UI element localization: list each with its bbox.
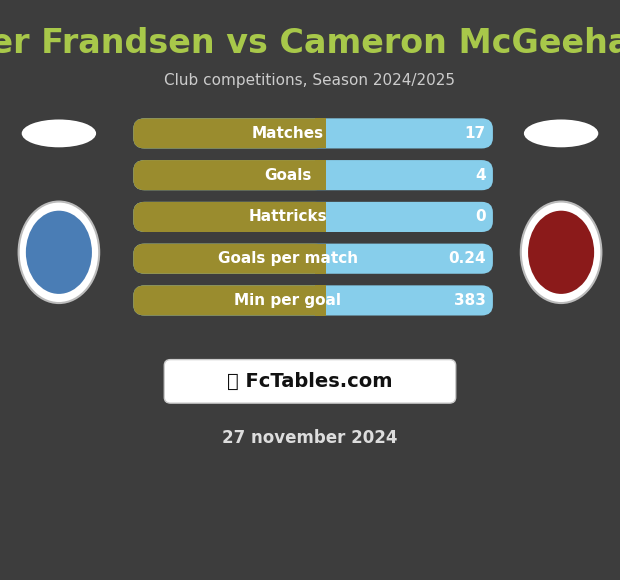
Text: 📊 FcTables.com: 📊 FcTables.com [228,372,392,391]
FancyBboxPatch shape [133,285,326,316]
Bar [314,160,326,190]
Ellipse shape [521,202,601,303]
FancyBboxPatch shape [133,244,493,274]
Text: 383: 383 [454,293,485,308]
FancyBboxPatch shape [133,160,493,190]
Text: 4: 4 [475,168,485,183]
Text: 0: 0 [475,209,485,224]
Bar [314,118,326,148]
Bar [314,202,326,232]
Bar [314,244,326,274]
FancyBboxPatch shape [164,360,456,403]
Text: Goals: Goals [264,168,312,183]
FancyBboxPatch shape [133,118,326,148]
FancyBboxPatch shape [133,202,326,232]
Ellipse shape [528,211,594,294]
Text: 27 november 2024: 27 november 2024 [222,429,398,447]
FancyBboxPatch shape [133,244,326,274]
Ellipse shape [19,202,99,303]
FancyBboxPatch shape [133,160,326,190]
Text: Club competitions, Season 2024/2025: Club competitions, Season 2024/2025 [164,72,456,88]
Bar [314,285,326,316]
Text: 0.24: 0.24 [448,251,485,266]
Text: 17: 17 [464,126,485,141]
Text: Matches: Matches [252,126,324,141]
Text: Goals per match: Goals per match [218,251,358,266]
Ellipse shape [22,119,96,147]
Text: Per Frandsen vs Cameron McGeehan: Per Frandsen vs Cameron McGeehan [0,27,620,60]
Text: Hattricks: Hattricks [249,209,327,224]
Text: Min per goal: Min per goal [234,293,342,308]
Ellipse shape [524,119,598,147]
Ellipse shape [26,211,92,294]
FancyBboxPatch shape [133,118,493,148]
FancyBboxPatch shape [133,285,493,316]
FancyBboxPatch shape [133,202,493,232]
